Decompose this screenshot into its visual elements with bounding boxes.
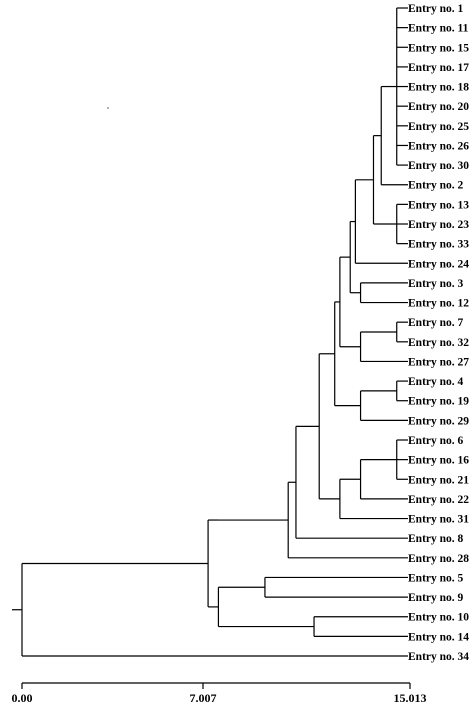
leaf-label: Entry no. 19 (408, 396, 469, 408)
leaf-label: Entry no. 5 (408, 572, 464, 584)
distance-axis: 0.00 7.007 15.013 (12, 682, 427, 705)
leaf-label: Entry no. 31 (408, 514, 469, 526)
leaf-label: Entry no. 34 (408, 651, 469, 663)
leaf-label: Entry no. 14 (408, 631, 469, 643)
leaf-label: Entry no. 10 (408, 612, 469, 624)
leaf-label: Entry no. 28 (408, 553, 469, 565)
leaf-label: Entry no. 24 (408, 258, 469, 270)
leaf-label: Entry no. 33 (408, 239, 469, 251)
leaf-label: Entry no. 12 (408, 298, 469, 310)
leaf-label: Entry no. 1 (408, 3, 464, 15)
leaf-label: Entry no. 6 (408, 435, 464, 447)
leaf-label: Entry no. 25 (408, 121, 469, 133)
leaf-label: Entry no. 4 (408, 376, 464, 388)
dendrogram-branches (12, 7, 408, 657)
leaf-label: Entry no. 16 (408, 455, 469, 467)
leaf-label: Entry no. 20 (408, 101, 469, 113)
leaf-label: Entry no. 3 (408, 278, 464, 290)
leaf-label: Entry no. 11 (408, 23, 469, 35)
leaf-label: Entry no. 27 (408, 356, 469, 368)
leaf-label: Entry no. 7 (408, 317, 464, 329)
leaf-label: Entry no. 2 (408, 180, 464, 192)
leaf-label: Entry no. 30 (408, 160, 469, 172)
leaf-label: Entry no. 9 (408, 592, 464, 604)
leaf-label: Entry no. 18 (408, 82, 469, 94)
tick-label-max: 15.013 (394, 691, 427, 705)
tick-label-mid: 7.007 (190, 691, 217, 705)
leaf-label: Entry no. 21 (408, 474, 469, 486)
leaf-label: Entry no. 32 (408, 337, 469, 349)
tick-label-min: 0.00 (12, 691, 33, 705)
leaf-label: Entry no. 22 (408, 494, 469, 506)
leaf-label: Entry no. 26 (408, 140, 469, 152)
leaf-label: Entry no. 13 (408, 199, 469, 211)
leaf-label: Entry no. 29 (408, 415, 469, 427)
leaf-label: Entry no. 17 (408, 62, 469, 74)
scan-speck (107, 107, 109, 109)
leaf-label: Entry no. 8 (408, 533, 464, 545)
leaf-label: Entry no. 15 (408, 42, 469, 54)
leaf-label: Entry no. 23 (408, 219, 469, 231)
leaf-labels: Entry no. 1 Entry no. 11 Entry no. 15 Entry… (408, 3, 469, 663)
